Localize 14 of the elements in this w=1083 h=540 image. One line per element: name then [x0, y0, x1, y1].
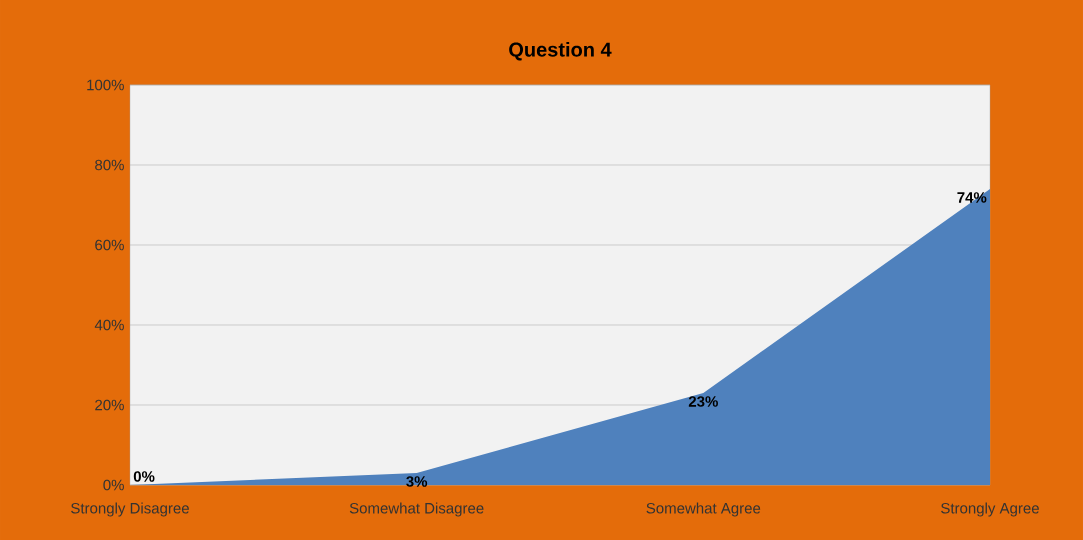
y-tick-label: 40%: [94, 319, 124, 331]
chart-title: Question 4: [509, 42, 612, 61]
y-tick-label: 80%: [95, 159, 124, 171]
y-tick-label: 20%: [95, 399, 124, 411]
x-tick-label: Somewhat Disagree: [349, 502, 484, 517]
x-tick-label: Somewhat Agree: [646, 502, 761, 517]
x-tick-label: Strongly Agree: [941, 502, 1039, 517]
x-tick-label: Strongly Disagree: [71, 502, 189, 517]
y-tick-label: 60%: [95, 239, 124, 251]
data-label: 23%: [688, 396, 718, 407]
y-tick-label: 0%: [103, 479, 124, 491]
data-label: 3%: [406, 476, 428, 487]
data-label: 0%: [133, 471, 155, 482]
y-tick-label: 100%: [87, 79, 124, 91]
